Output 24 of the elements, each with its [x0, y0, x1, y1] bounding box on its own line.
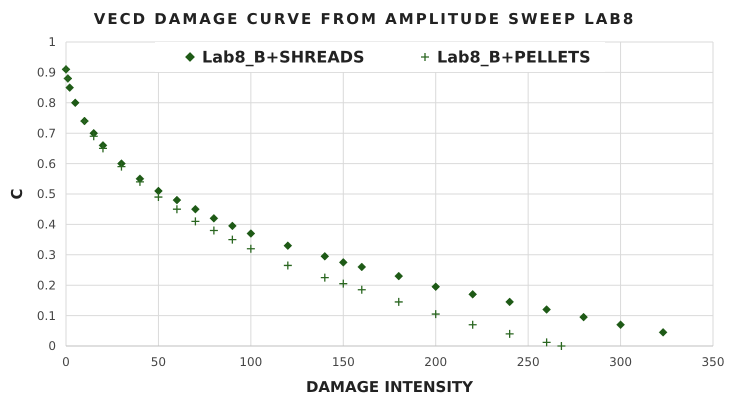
x-tick-label: 350: [702, 355, 724, 369]
y-tick-label: 0: [48, 339, 56, 354]
y-tick-label: 0.5: [36, 187, 56, 202]
x-tick-label: 50: [150, 355, 166, 369]
y-tick-label: 0.8: [36, 96, 56, 110]
x-tick-label: 0: [62, 355, 70, 369]
y-tick-label: 0.9: [36, 66, 56, 80]
x-tick-label: 300: [609, 355, 632, 369]
x-tick-label: 150: [332, 355, 355, 369]
y-axis-title: C: [8, 188, 26, 200]
y-tick-label: 0.1: [36, 308, 56, 323]
y-tick-label: 0.2: [36, 278, 56, 292]
x-axis-title: DAMAGE INTENSITY: [306, 378, 474, 396]
y-tick-label: 0.6: [36, 156, 56, 171]
x-tick-label: 100: [239, 355, 262, 369]
x-tick-label: 250: [516, 355, 540, 369]
x-tick-label: 200: [424, 355, 448, 369]
legend-label: Lab8_B+PELLETS: [437, 48, 591, 67]
y-tick-label: 1: [48, 35, 56, 50]
y-tick-label: 0.4: [36, 218, 56, 232]
chart-title: VECD DAMAGE CURVE FROM AMPLITUDE SWEEP LAB8: [94, 10, 636, 28]
y-tick-label: 0.7: [36, 126, 56, 140]
legend-label: Lab8_B+SHREADS: [202, 48, 365, 67]
y-tick-label: 0.3: [36, 248, 56, 262]
